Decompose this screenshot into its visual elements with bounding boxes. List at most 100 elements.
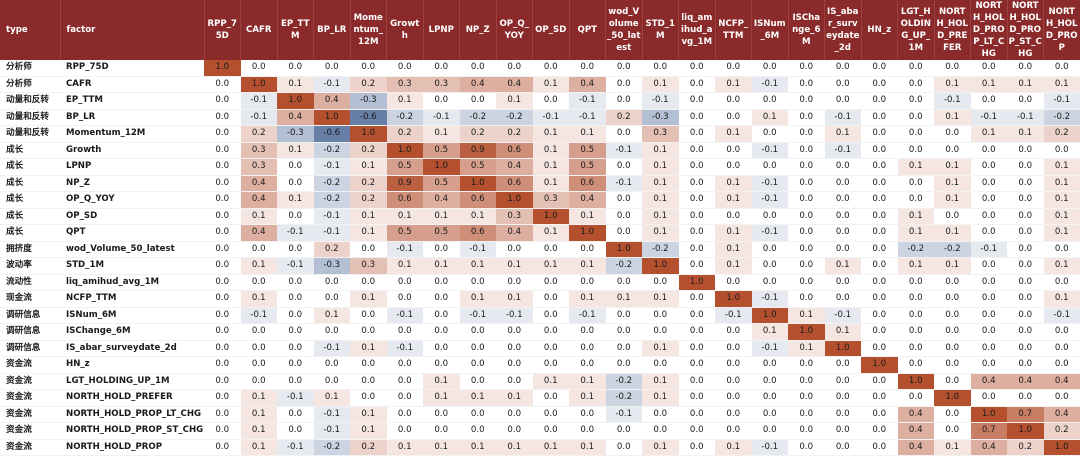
heatmap-cell: 0.0 bbox=[898, 142, 935, 159]
heatmap-cell: -0.2 bbox=[606, 373, 643, 390]
heatmap-cell: -0.2 bbox=[314, 439, 351, 456]
heatmap-cell: 0.2 bbox=[314, 241, 351, 258]
heatmap-cell: 0.2 bbox=[350, 192, 387, 209]
heatmap-cell: 0.0 bbox=[825, 60, 862, 76]
heatmap-cell: 0.0 bbox=[861, 93, 898, 110]
column-header-np-z: NP_Z bbox=[460, 0, 497, 60]
heatmap-cell: 0.0 bbox=[825, 76, 862, 93]
heatmap-cell: -0.1 bbox=[569, 93, 606, 110]
heatmap-cell: 0.2 bbox=[460, 126, 497, 143]
heatmap-cell: 0.1 bbox=[387, 208, 424, 225]
row-type-label: 成长 bbox=[0, 225, 60, 242]
heatmap-cell: 0.0 bbox=[752, 373, 789, 390]
heatmap-cell: 0.1 bbox=[898, 258, 935, 275]
heatmap-cell: 0.3 bbox=[496, 208, 533, 225]
heatmap-cell: 0.0 bbox=[679, 109, 716, 126]
heatmap-cell: 0.2 bbox=[496, 126, 533, 143]
heatmap-cell: 0.0 bbox=[971, 142, 1008, 159]
heatmap-cell: 0.1 bbox=[350, 340, 387, 357]
heatmap-cell: 0.0 bbox=[679, 192, 716, 209]
heatmap-cell: -0.1 bbox=[314, 340, 351, 357]
heatmap-cell: 0.0 bbox=[642, 307, 679, 324]
heatmap-cell: 0.0 bbox=[971, 175, 1008, 192]
heatmap-cell: 0.0 bbox=[825, 423, 862, 440]
heatmap-cell: -0.1 bbox=[387, 307, 424, 324]
heatmap-cell: 0.0 bbox=[679, 373, 716, 390]
heatmap-cell: 0.1 bbox=[971, 76, 1008, 93]
heatmap-cell: 0.0 bbox=[971, 274, 1008, 291]
heatmap-cell: 0.0 bbox=[715, 159, 752, 176]
heatmap-cell: 0.1 bbox=[423, 439, 460, 456]
heatmap-cell: 0.0 bbox=[861, 291, 898, 308]
heatmap-cell: 0.3 bbox=[642, 126, 679, 143]
heatmap-cell: -0.1 bbox=[569, 109, 606, 126]
column-header-std-1m: STD_1M bbox=[642, 0, 679, 60]
heatmap-cell: -0.3 bbox=[350, 93, 387, 110]
heatmap-cell: 1.0 bbox=[934, 390, 971, 407]
heatmap-cell: 0.0 bbox=[387, 406, 424, 423]
heatmap-cell: 0.0 bbox=[679, 159, 716, 176]
heatmap-cell: 1.0 bbox=[460, 175, 497, 192]
row-factor-label: NP_Z bbox=[60, 175, 204, 192]
heatmap-cell: 0.0 bbox=[1007, 357, 1044, 374]
heatmap-cell: 1.0 bbox=[898, 373, 935, 390]
heatmap-cell: 0.0 bbox=[825, 274, 862, 291]
heatmap-cell: 0.1 bbox=[423, 390, 460, 407]
row-factor-label: Momentum_12M bbox=[60, 126, 204, 143]
row-type-label: 成长 bbox=[0, 192, 60, 209]
row-factor-label: liq_amihud_avg_1M bbox=[60, 274, 204, 291]
heatmap-cell: 0.0 bbox=[679, 225, 716, 242]
row-type-label: 成长 bbox=[0, 142, 60, 159]
heatmap-cell: -0.1 bbox=[314, 208, 351, 225]
heatmap-cell: 0.1 bbox=[569, 390, 606, 407]
heatmap-cell: 0.0 bbox=[788, 274, 825, 291]
heatmap-cell: 0.1 bbox=[314, 307, 351, 324]
heatmap-cell: 0.6 bbox=[496, 142, 533, 159]
heatmap-cell: 0.0 bbox=[1044, 60, 1080, 76]
row-factor-label: NCFP_TTM bbox=[60, 291, 204, 308]
heatmap-cell: 0.0 bbox=[460, 373, 497, 390]
heatmap-cell: 0.1 bbox=[642, 76, 679, 93]
heatmap-cell: 0.0 bbox=[350, 324, 387, 341]
heatmap-cell: 0.1 bbox=[1044, 208, 1080, 225]
heatmap-cell: 0.1 bbox=[569, 439, 606, 456]
row-factor-label: ISNum_6M bbox=[60, 307, 204, 324]
heatmap-cell: 0.1 bbox=[642, 192, 679, 209]
heatmap-cell: 0.0 bbox=[204, 390, 241, 407]
heatmap-cell: 0.0 bbox=[971, 258, 1008, 275]
heatmap-cell: -0.2 bbox=[934, 241, 971, 258]
heatmap-cell: 0.0 bbox=[350, 357, 387, 374]
column-header-factor: factor bbox=[60, 0, 204, 60]
heatmap-cell: 0.0 bbox=[204, 208, 241, 225]
heatmap-cell: 0.1 bbox=[934, 109, 971, 126]
heatmap-cell: 0.1 bbox=[387, 258, 424, 275]
column-header-north-hold-prefer: NORTH_HOLD_PREFER bbox=[934, 0, 971, 60]
heatmap-cell: 0.1 bbox=[350, 291, 387, 308]
heatmap-cell: 0.2 bbox=[1007, 439, 1044, 456]
heatmap-cell: 0.0 bbox=[752, 241, 789, 258]
heatmap-cell: 0.1 bbox=[642, 373, 679, 390]
heatmap-cell: 0.0 bbox=[204, 291, 241, 308]
row-type-label: 调研信息 bbox=[0, 307, 60, 324]
heatmap-cell: 0.0 bbox=[788, 109, 825, 126]
heatmap-cell: 0.1 bbox=[642, 340, 679, 357]
heatmap-cell: -0.2 bbox=[642, 241, 679, 258]
heatmap-cell: 0.1 bbox=[241, 208, 278, 225]
heatmap-cell: 1.0 bbox=[496, 192, 533, 209]
heatmap-cell: 0.4 bbox=[1044, 373, 1080, 390]
heatmap-cell: 0.0 bbox=[788, 439, 825, 456]
heatmap-cell: 0.2 bbox=[387, 126, 424, 143]
heatmap-cell: 0.0 bbox=[752, 60, 789, 76]
heatmap-cell: -0.3 bbox=[314, 258, 351, 275]
heatmap-cell: -0.1 bbox=[606, 142, 643, 159]
heatmap-cell: 0.0 bbox=[460, 423, 497, 440]
heatmap-cell: 0.0 bbox=[1007, 159, 1044, 176]
row-type-label: 成长 bbox=[0, 159, 60, 176]
heatmap-cell: 0.0 bbox=[1044, 324, 1080, 341]
heatmap-cell: 0.0 bbox=[350, 274, 387, 291]
